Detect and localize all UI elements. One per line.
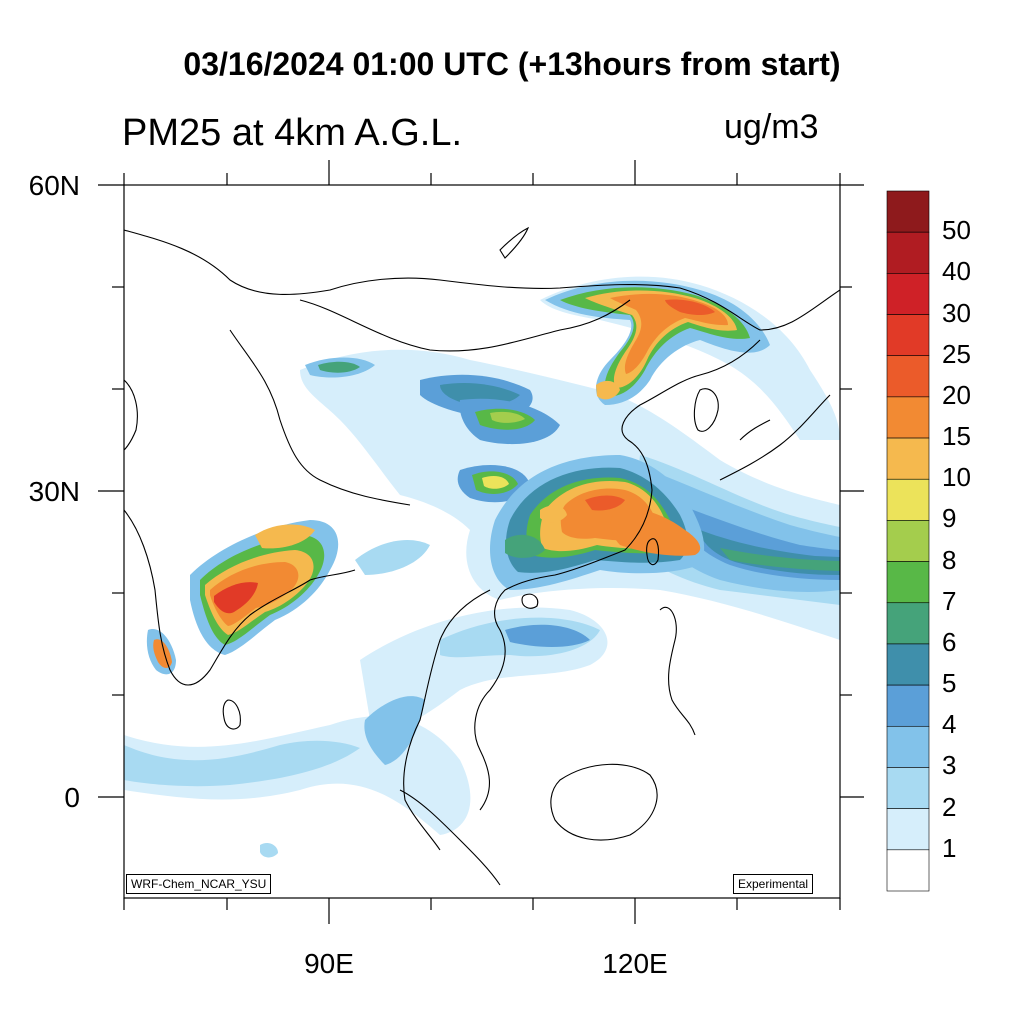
china-west-border <box>229 329 411 506</box>
plot-title: 03/16/2024 01:00 UTC (+13hours from star… <box>183 46 841 82</box>
colorbar-swatch-3 <box>886 314 930 357</box>
colorbar-label-8: 8 <box>942 544 957 575</box>
japan <box>719 394 831 481</box>
pm25-field <box>124 276 840 858</box>
plume-guangxi-green <box>505 534 545 558</box>
colorbar-label-4: 4 <box>942 709 957 740</box>
colorbar-label-30: 30 <box>942 297 971 328</box>
colorbar-label-2: 2 <box>942 791 957 822</box>
variable-subtitle: PM25 at 4km A.G.L. <box>122 112 463 154</box>
colorbar-label-5: 5 <box>942 668 957 699</box>
plume-se-china-red <box>585 495 625 511</box>
sumatra <box>399 789 501 886</box>
lon-label-90e: 90E <box>304 948 354 979</box>
colorbar-label-9: 9 <box>942 503 957 534</box>
colorbar-swatch-6 <box>886 437 930 480</box>
plume-north-china-lime <box>490 411 525 423</box>
china-coast <box>474 339 761 811</box>
plume-bohai <box>596 380 620 400</box>
lat-label-30n: 30N <box>28 476 80 507</box>
haze-myanmar <box>364 696 425 765</box>
colorbar-swatch-5 <box>886 396 930 439</box>
sri-lanka <box>222 699 241 730</box>
philippines <box>659 607 696 736</box>
coastlines <box>124 226 840 886</box>
plume-mongolia-teal <box>440 383 520 406</box>
haze-ocean-south <box>260 842 278 858</box>
mongolia-border <box>299 299 631 352</box>
map-frame <box>123 184 841 899</box>
taiwan <box>646 538 660 566</box>
haze-scs-core <box>505 624 590 647</box>
colorbar-swatch-12 <box>886 684 930 727</box>
plume-india-red <box>214 582 258 614</box>
plume-sichuan-yellow <box>482 476 509 489</box>
colorbar-swatch-11 <box>886 643 930 686</box>
colorbar <box>886 190 930 892</box>
colorbar-swatch-1 <box>886 231 930 274</box>
colorbar-label-7: 7 <box>942 585 957 616</box>
lake-baikal <box>499 226 530 259</box>
lon-label-120e: 120E <box>602 948 668 979</box>
colorbar-swatch-7 <box>886 478 930 521</box>
haze-band-southwest <box>124 740 360 787</box>
indochina-coast <box>403 589 491 851</box>
colorbar-label-40: 40 <box>942 256 971 287</box>
colorbar-swatch-15 <box>886 808 930 851</box>
colorbar-swatch-2 <box>886 273 930 315</box>
korea <box>693 388 719 432</box>
outflow-pacific-green <box>720 548 840 571</box>
units-label: ug/m3 <box>724 108 819 146</box>
colorbar-swatch-8 <box>886 520 930 562</box>
colorbar-label-20: 20 <box>942 379 971 410</box>
colorbar-label-10: 10 <box>942 462 971 493</box>
axis-ticks <box>98 160 864 924</box>
colorbar-label-25: 25 <box>942 338 971 369</box>
lat-label-60n: 60N <box>28 170 80 201</box>
colorbar-label-50: 50 <box>942 215 971 246</box>
plume-guangxi-yellow <box>540 505 567 523</box>
colorbar-label-15: 15 <box>942 421 971 452</box>
borneo <box>550 763 658 841</box>
colorbar-swatch-14 <box>886 767 930 809</box>
colorbar-label-3: 3 <box>942 750 957 781</box>
caspian-region <box>124 379 138 451</box>
asia-coastline <box>124 229 840 331</box>
colorbar-swatch-9 <box>886 561 930 604</box>
plume-amur-red <box>665 299 715 316</box>
colorbar-swatch-16 <box>886 849 930 892</box>
plume-taiwan-strait-orange <box>610 508 701 556</box>
haze-bangladesh <box>355 540 430 575</box>
colorbar-swatch-4 <box>886 355 930 398</box>
colorbar-label-1: 1 <box>942 832 957 863</box>
colorbar-swatch-13 <box>886 725 930 768</box>
hainan <box>521 593 539 609</box>
experimental-label: Experimental <box>733 874 814 894</box>
colorbar-label-6: 6 <box>942 626 957 657</box>
plume-tarim-green <box>318 361 360 373</box>
india-coast <box>124 509 356 686</box>
plume-sw-india-orange <box>153 639 172 668</box>
plume-bengal-yellow <box>255 524 315 549</box>
model-label: WRF-Chem_NCAR_YSU <box>126 874 272 894</box>
colorbar-swatch-0 <box>886 190 930 233</box>
lat-label-0: 0 <box>64 782 80 813</box>
colorbar-swatch-10 <box>886 602 930 645</box>
